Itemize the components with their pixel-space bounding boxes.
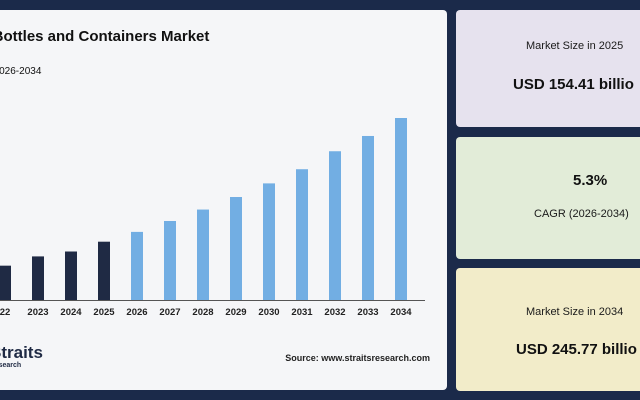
x-tick-label-2033: 2033 (357, 307, 378, 318)
bar-2026 (131, 231, 143, 300)
market-size-2025-value: USD 154.41 billio (513, 76, 634, 93)
bar-2033 (362, 135, 374, 300)
x-tick-label-2034: 2034 (390, 307, 412, 318)
bar-2025 (98, 241, 110, 300)
x-tick-label-2023: 2023 (27, 307, 48, 318)
chart-panel: ic Bottles and Containers Market t 2026-… (0, 10, 447, 390)
x-tick-label-2025: 2025 (93, 307, 115, 318)
cagr-card: 5.3% CAGR (2026-2034) (456, 137, 640, 259)
bar-2029 (230, 197, 242, 300)
x-tick-label-2030: 2030 (258, 307, 279, 318)
market-size-2025-label: Market Size in 2025 (526, 40, 624, 52)
bar-chart: 22 2023 2024 2025 2026 2027 2028 2029 2030 2031 20… (0, 118, 425, 318)
x-tick-label-2024: 2024 (60, 307, 82, 318)
logo-name: Straits (0, 343, 43, 362)
bar-2027 (164, 220, 176, 300)
market-size-2034-card: Market Size in 2034 USD 245.77 billio (456, 268, 640, 391)
cagr-value: 5.3% (573, 172, 608, 189)
market-size-2025-card: Market Size in 2025 USD 154.41 billio (456, 10, 640, 127)
x-tick-label-2032: 2032 (324, 307, 345, 318)
x-tick-label-2028: 2028 (192, 307, 213, 318)
x-tick-label-2026: 2026 (126, 307, 147, 318)
logo-tagline: research (0, 362, 22, 369)
bar-2032 (329, 151, 341, 300)
bar-2030 (263, 183, 275, 300)
x-tick-label-22: 22 (0, 307, 10, 318)
chart-subtitle: t 2026-2034 (0, 66, 42, 77)
x-tick-label-2027: 2027 (159, 307, 180, 318)
bar-2024 (65, 251, 77, 300)
market-size-2034-value: USD 245.77 billio (516, 341, 637, 358)
bar-2031 (296, 169, 308, 300)
bar-2023 (32, 256, 44, 300)
bar-2034 (395, 118, 407, 300)
x-tick-label-2029: 2029 (225, 307, 246, 318)
bar-2028 (197, 209, 209, 300)
chart-title: ic Bottles and Containers Market (0, 28, 210, 45)
cagr-label: CAGR (2026-2034) (534, 208, 629, 220)
straits-logo: Straits research (0, 344, 43, 370)
source-note: Source: www.straitsresearch.com (285, 353, 430, 363)
market-size-2034-label: Market Size in 2034 (526, 306, 624, 318)
bar-22 (0, 265, 11, 300)
x-tick-label-2031: 2031 (291, 307, 313, 318)
